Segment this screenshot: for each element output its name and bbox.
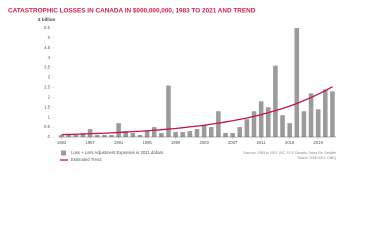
y-tick-label: 1.5: [44, 104, 50, 109]
bar: [308, 93, 314, 137]
source-note: Sources: 1983 to 2007: IBC, PCS Canada, …: [243, 151, 336, 155]
y-tick-label: 2: [48, 94, 51, 99]
bar: [287, 123, 292, 137]
y-tick-label: 1: [48, 114, 51, 119]
bar: [123, 131, 128, 137]
trend-line: [61, 86, 333, 136]
bar: [251, 111, 257, 137]
bar: [280, 115, 285, 137]
bar: [73, 134, 79, 137]
y-tick-label: 4: [48, 55, 51, 60]
x-tick-label: 2015: [285, 140, 295, 145]
y-tick-label: 3: [48, 75, 51, 80]
bar: [258, 101, 264, 137]
bar: [130, 133, 136, 137]
bar: [137, 135, 143, 137]
y-tick-label: 5.5: [44, 25, 50, 30]
bar: [159, 133, 164, 137]
chart: CATASTROPHIC LOSSES IN CANADA IN $000,00…: [8, 8, 336, 162]
bar: [315, 109, 321, 137]
y-tick-label: 0.5: [44, 124, 50, 129]
bar: [266, 107, 271, 137]
y-tick-label: 5: [48, 35, 51, 40]
bar: [151, 127, 157, 137]
bar: [273, 65, 278, 137]
bar: [180, 132, 186, 137]
x-tick-label: 1999: [171, 140, 181, 145]
bar: [237, 127, 243, 137]
bar: [301, 111, 307, 137]
source-note: Source 2008-2021: CatIQ: [297, 156, 336, 160]
bar: [144, 130, 150, 137]
x-tick-label: 2019: [314, 140, 324, 145]
bar: [116, 123, 121, 137]
bar: [323, 89, 328, 137]
y-tick-label: 3.5: [44, 65, 50, 70]
legend-label: Loss + Loss Adjustment Expenses in 2021 …: [71, 150, 163, 155]
bar: [216, 111, 221, 137]
bar: [80, 133, 86, 137]
x-tick-label: 1991: [114, 140, 124, 145]
y-tick-label: 4.5: [44, 45, 50, 50]
bar: [244, 119, 250, 137]
x-tick-label: 2007: [228, 140, 238, 145]
x-tick-label: 1987: [85, 140, 95, 145]
x-tick-label: 1983: [57, 140, 67, 145]
bar: [230, 133, 235, 137]
bar: [173, 132, 178, 137]
chart-title: CATASTROPHIC LOSSES IN CANADA IN $000,00…: [8, 8, 256, 15]
y-axis-label: $ billion: [38, 17, 56, 22]
bar: [187, 131, 193, 137]
y-tick-label: 2.5: [44, 85, 50, 90]
bar: [59, 135, 64, 137]
x-tick-label: 2011: [257, 140, 267, 145]
x-tick-label: 1995: [142, 140, 152, 145]
legend-label: Estimated Trend: [71, 157, 102, 162]
bar: [223, 133, 228, 137]
bar: [330, 91, 335, 137]
bar: [194, 129, 200, 137]
bar: [109, 135, 114, 137]
y-tick-label: 0: [48, 134, 51, 139]
bar: [208, 127, 214, 137]
bar: [66, 134, 71, 137]
bar: [201, 125, 207, 137]
bar: [166, 85, 171, 137]
x-tick-label: 2003: [199, 140, 209, 145]
bar: [294, 28, 300, 137]
bar: [102, 135, 107, 137]
legend-swatch: [61, 150, 66, 156]
bar: [94, 135, 100, 137]
